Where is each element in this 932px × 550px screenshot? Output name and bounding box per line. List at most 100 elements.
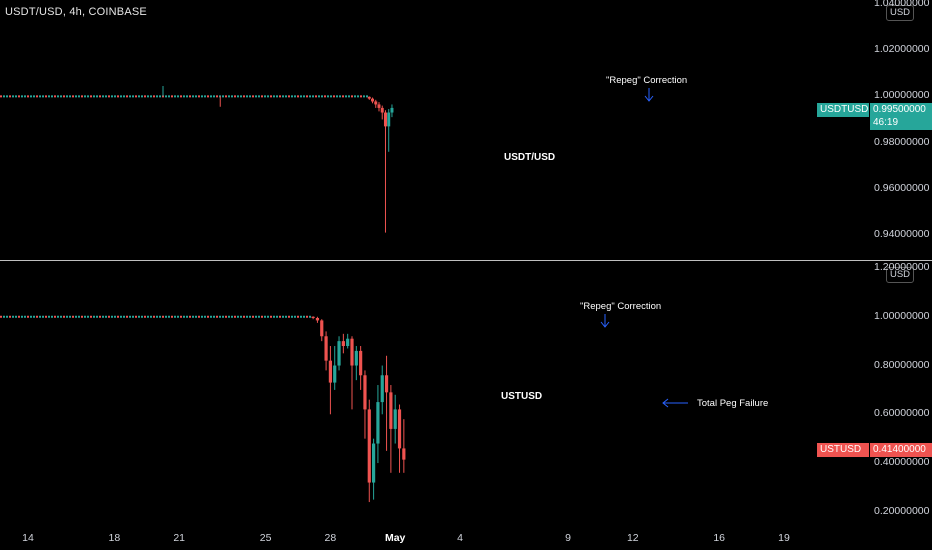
flat-candle: [90, 315, 92, 318]
candle-body: [402, 448, 406, 460]
flat-candle: [57, 95, 59, 98]
flat-candle: [267, 95, 269, 98]
flat-candle: [75, 95, 77, 98]
flat-candle: [285, 315, 287, 318]
ust-y-tick-label: 1.20000000: [874, 261, 930, 273]
flat-candle: [294, 315, 296, 318]
flat-candle: [243, 315, 245, 318]
candle-body: [380, 375, 384, 403]
x-tick-label: 4: [457, 532, 463, 544]
flat-candle: [201, 315, 203, 318]
ust-y-tick-label: 0.20000000: [874, 504, 930, 517]
flat-candle: [168, 95, 170, 98]
usdt-countdown-tag: 46:19: [870, 116, 932, 130]
currency-badge-top[interactable]: USD: [886, 5, 914, 21]
flat-candle: [333, 95, 335, 98]
flat-candle: [51, 315, 53, 318]
flat-candle: [258, 95, 260, 98]
flat-candle: [252, 95, 254, 98]
flat-candle: [282, 315, 284, 318]
usdt-y-tick-label: 0.94000000: [874, 227, 930, 240]
usdt-pane: [0, 85, 394, 233]
flat-candle: [75, 315, 77, 318]
flat-candle: [3, 95, 5, 98]
flat-candle: [180, 95, 182, 98]
flat-candle: [234, 95, 236, 98]
flat-candle: [255, 95, 257, 98]
candle-body: [377, 104, 381, 108]
flat-candle: [72, 95, 74, 98]
flat-candle: [72, 315, 74, 318]
flat-candle: [102, 315, 104, 318]
ust-peg-failure-annotation: Total Peg Failure: [697, 398, 769, 409]
currency-badge-bottom[interactable]: USD: [886, 267, 914, 283]
flat-candle: [126, 95, 128, 98]
flat-candle: [24, 315, 26, 318]
flat-candle: [114, 95, 116, 98]
candle-body: [341, 341, 345, 347]
flat-candle: [99, 95, 101, 98]
flat-candle: [78, 315, 80, 318]
flat-candle: [81, 95, 83, 98]
flat-candle: [351, 95, 353, 98]
flat-candle: [288, 95, 290, 98]
ust-last-price-tag: 0.41400000: [870, 443, 932, 457]
x-tick-label: 12: [626, 532, 639, 544]
flat-candle: [303, 315, 305, 318]
candle-body: [328, 360, 332, 383]
flat-candle: [360, 95, 362, 98]
flat-candle: [6, 95, 8, 98]
flat-candle: [0, 315, 2, 318]
flat-candle: [231, 95, 233, 98]
flat-candle: [354, 95, 356, 98]
flat-candle: [57, 315, 59, 318]
flat-candle: [273, 95, 275, 98]
flat-candle: [201, 95, 203, 98]
ust-pane-label: USTUSD: [501, 391, 543, 402]
candle-body: [315, 317, 320, 321]
flat-candle: [270, 95, 272, 98]
flat-candle: [192, 95, 194, 98]
flat-candle: [162, 315, 164, 318]
pane-divider[interactable]: [0, 260, 932, 261]
flat-candle: [9, 95, 11, 98]
flat-candle: [12, 315, 14, 318]
flat-candle: [267, 315, 269, 318]
flat-candle: [246, 95, 248, 98]
flat-candle: [246, 315, 248, 318]
flat-candle: [147, 95, 149, 98]
flat-candle: [102, 95, 104, 98]
flat-candle: [237, 95, 239, 98]
candle-body: [320, 320, 324, 337]
usdt-y-tick-label: 0.96000000: [874, 181, 930, 194]
candle-body: [387, 112, 391, 127]
candle-body: [390, 107, 394, 113]
flat-candle: [216, 315, 218, 318]
flat-candle: [312, 95, 314, 98]
flat-candle: [93, 315, 95, 318]
flat-candle: [132, 95, 134, 98]
flat-candle: [150, 95, 152, 98]
flat-candle: [198, 315, 200, 318]
candle-body: [354, 350, 358, 366]
flat-candle: [6, 315, 8, 318]
flat-candle: [186, 315, 188, 318]
annotation-arrow-head: [644, 95, 654, 102]
flat-candle: [279, 95, 281, 98]
x-tick-label: 14: [22, 532, 34, 544]
candle-body: [324, 336, 328, 361]
flat-candle: [294, 95, 296, 98]
flat-candle: [21, 95, 23, 98]
x-tick-label: 9: [565, 532, 571, 544]
flat-candle: [87, 315, 89, 318]
flat-candle: [135, 315, 137, 318]
usdt-y-tick-label: 1.04000000: [874, 0, 930, 9]
usdt-last-price-tag: 0.99500000: [870, 103, 932, 117]
flat-candle: [342, 95, 344, 98]
x-tick-label: 16: [713, 532, 726, 544]
flat-candle: [177, 315, 179, 318]
flat-candle: [111, 95, 113, 98]
candle-body: [393, 409, 397, 429]
